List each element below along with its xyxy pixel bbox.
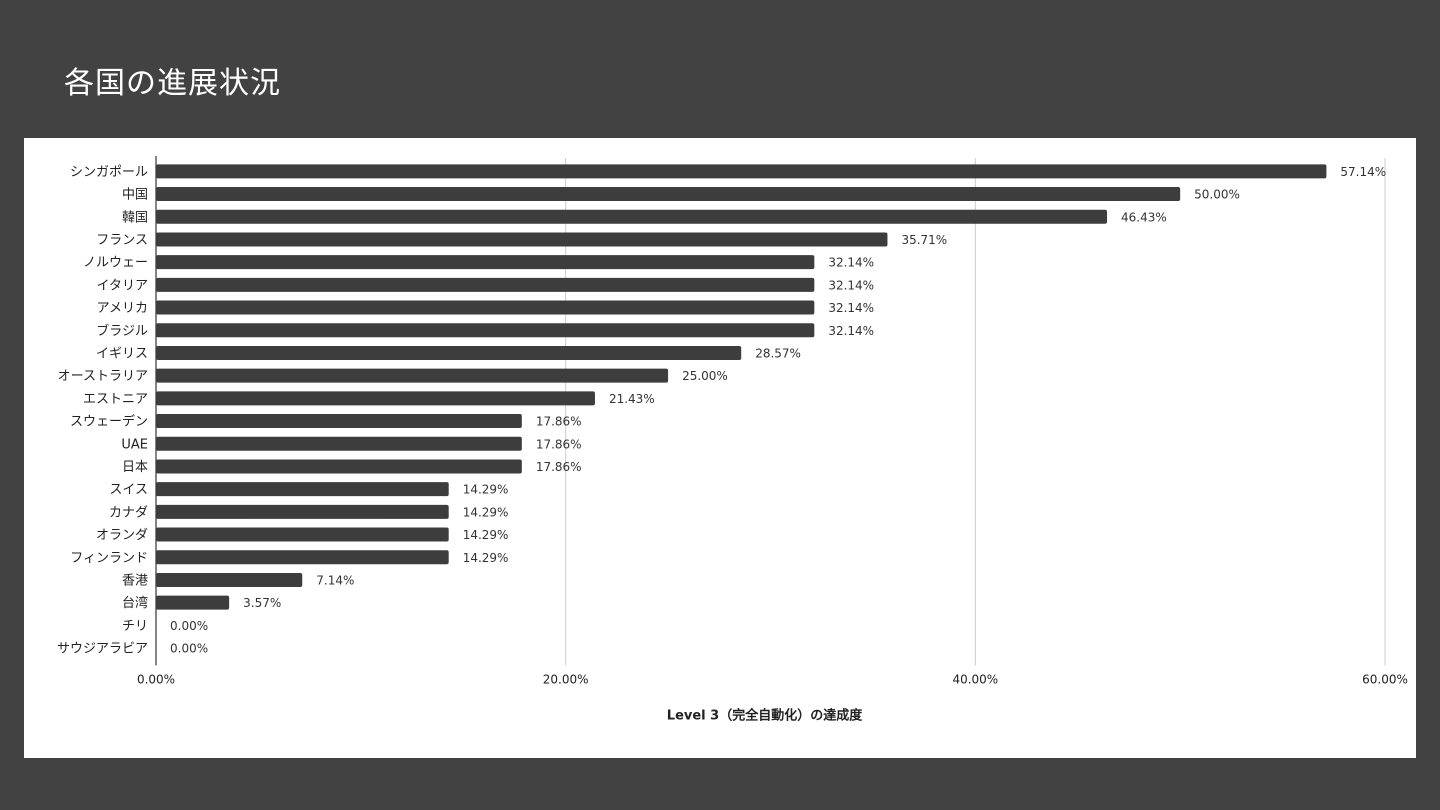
data-label: 32.14% — [828, 324, 874, 338]
category-label: 台湾 — [122, 595, 148, 611]
category-label: イタリア — [97, 278, 148, 293]
bar — [156, 323, 815, 338]
bars — [156, 164, 1327, 610]
data-label: 0.00% — [170, 642, 208, 656]
category-label: ブラジル — [96, 323, 148, 339]
data-label: 3.57% — [243, 596, 281, 610]
bar — [156, 232, 888, 247]
bar — [156, 255, 815, 270]
category-label: 韓国 — [122, 210, 148, 225]
x-tick-label: 0.00% — [137, 672, 175, 686]
category-label: スイス — [109, 483, 148, 498]
x-tick-labels: 0.00% 20.00% 40.00% 60.00% — [137, 672, 1408, 686]
data-label: 7.14% — [316, 573, 354, 587]
bar — [156, 187, 1181, 202]
data-label: 25.00% — [682, 369, 728, 383]
data-label: 17.86% — [536, 415, 582, 429]
category-label: 日本 — [122, 460, 148, 475]
data-label: 32.14% — [828, 278, 874, 292]
bar — [156, 391, 595, 406]
category-label: オーストラリア — [58, 369, 148, 384]
bar — [156, 345, 742, 360]
data-label: 14.29% — [463, 505, 509, 519]
data-label: 50.00% — [1194, 188, 1240, 202]
x-tick-label: 40.00% — [952, 672, 998, 686]
category-label: アメリカ — [97, 301, 148, 316]
category-label: カナダ — [109, 505, 148, 520]
category-label: イギリス — [96, 346, 148, 361]
category-label: フランス — [96, 233, 148, 248]
category-label: 香港 — [122, 573, 148, 588]
data-label: 35.71% — [901, 233, 947, 247]
category-label: UAE — [121, 437, 148, 452]
data-label: 17.86% — [536, 460, 582, 474]
bar — [156, 482, 449, 497]
category-label: ノルウェー — [83, 256, 148, 271]
data-labels: 57.14% 50.00% 46.43% 35.71% 32.14% 32.14% 32.1… — [170, 165, 1386, 656]
chart-panel: シンガポール中国韓国フランスノルウェーイタリアアメリカブラジルイギリスオーストラ… — [24, 138, 1416, 758]
data-label: 57.14% — [1340, 165, 1386, 179]
bar — [156, 368, 669, 383]
data-label: 32.14% — [828, 256, 874, 270]
category-label: スウェーデン — [70, 414, 148, 430]
data-label: 14.29% — [463, 551, 509, 565]
bar — [156, 527, 449, 542]
category-label: フィンランド — [70, 551, 148, 566]
bar — [156, 504, 449, 519]
bar — [156, 414, 522, 429]
bar — [156, 209, 1108, 224]
category-label: サウジアラビア — [57, 642, 148, 657]
data-label: 46.43% — [1121, 210, 1167, 224]
category-label: オランダ — [96, 528, 148, 543]
data-label: 0.00% — [170, 619, 208, 633]
data-label: 21.43% — [609, 392, 655, 406]
bar — [156, 572, 303, 587]
x-tick-label: 60.00% — [1362, 672, 1408, 686]
gridlines — [155, 156, 1386, 666]
data-label: 28.57% — [755, 346, 801, 360]
category-labels: シンガポール中国韓国フランスノルウェーイタリアアメリカブラジルイギリスオーストラ… — [57, 165, 148, 657]
category-label: エストニア — [83, 392, 148, 407]
data-label: 14.29% — [463, 528, 509, 542]
bar — [156, 459, 522, 474]
data-label: 32.14% — [828, 301, 874, 315]
x-axis-title: Level 3（完全自動化）の達成度 — [667, 707, 863, 723]
bar — [156, 550, 449, 565]
data-label: 17.86% — [536, 437, 582, 451]
bar — [156, 436, 522, 451]
category-label: シンガポール — [70, 165, 148, 180]
bar — [156, 300, 815, 315]
x-tick-label: 20.00% — [543, 672, 589, 686]
slide-title: 各国の進展状況 — [64, 66, 281, 101]
bar — [156, 277, 815, 292]
category-label: チリ — [122, 619, 148, 634]
bar — [156, 595, 230, 610]
bar-chart: シンガポール中国韓国フランスノルウェーイタリアアメリカブラジルイギリスオーストラ… — [57, 156, 1408, 723]
category-label: 中国 — [122, 188, 148, 203]
bar — [156, 164, 1327, 179]
data-label: 14.29% — [463, 483, 509, 497]
